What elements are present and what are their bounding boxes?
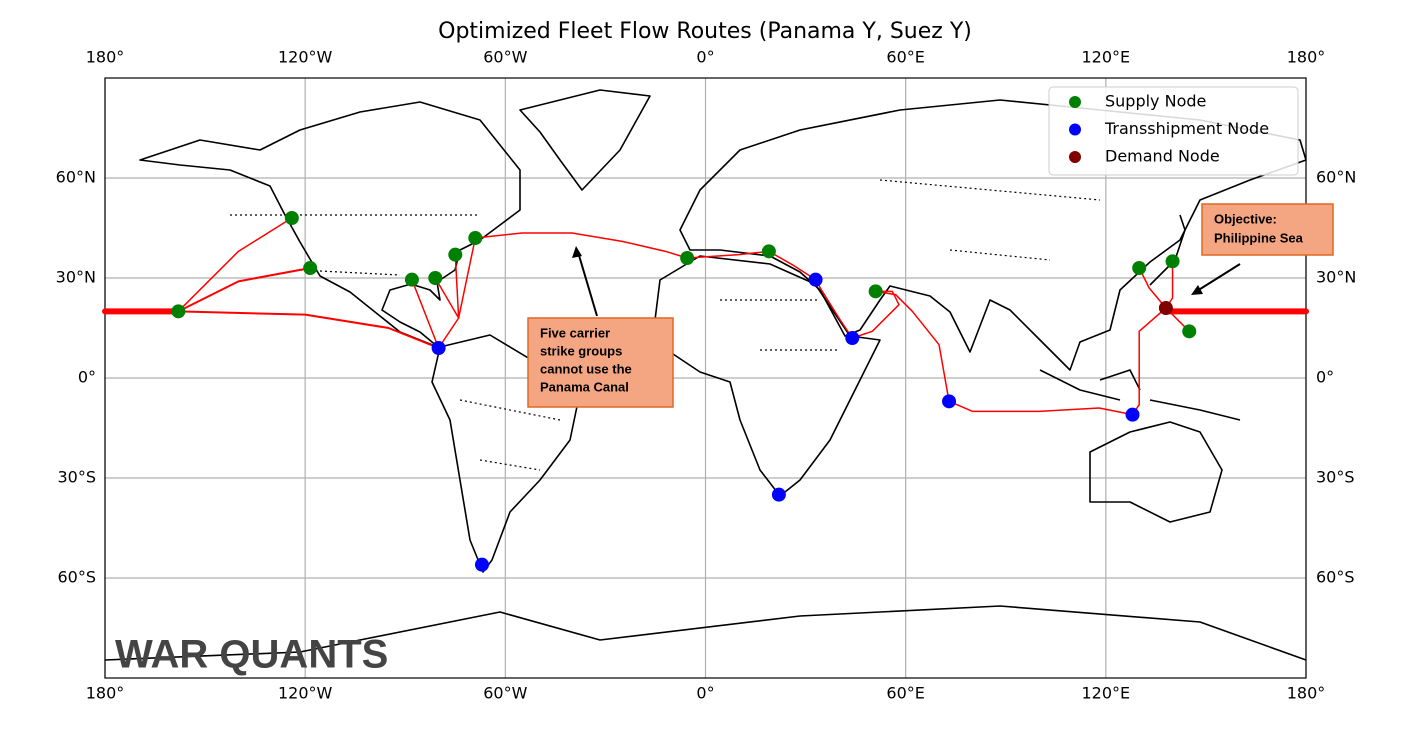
annotation-line: Philippine Sea (1214, 230, 1304, 245)
x-tick-label: 60°E (886, 48, 924, 67)
y-tick-label: 60°N (1316, 168, 1356, 187)
y-tick-label: 60°S (57, 568, 96, 587)
node (761, 244, 776, 259)
greenland (519, 89, 651, 191)
legend-marker (1069, 123, 1081, 136)
routes (102, 217, 1309, 416)
node (448, 247, 463, 262)
watermark: WAR QUANTS (115, 633, 388, 677)
route (411, 278, 440, 349)
route (1138, 267, 1167, 309)
indonesia (1039, 369, 1241, 421)
plot-frame (104, 77, 1307, 679)
x-tick-label: 180° (1287, 684, 1326, 703)
x-tick-label: 120°W (278, 684, 333, 703)
route (874, 290, 1134, 416)
annotation-box (527, 317, 674, 408)
annotation-line: Objective: (1214, 211, 1277, 226)
x-tick-label: 120°E (1082, 48, 1131, 67)
route (686, 250, 900, 339)
route (454, 253, 460, 319)
annotation-line: Five carrier (540, 325, 610, 340)
x-tick-label: 120°W (278, 48, 333, 67)
node (808, 272, 823, 287)
node (942, 394, 957, 409)
node (284, 211, 299, 225)
x-tick-label: 0° (696, 684, 714, 703)
x-tick-label: 120°E (1082, 684, 1131, 703)
node (1158, 301, 1173, 315)
annotation-arrow (1196, 263, 1241, 292)
node (1132, 261, 1147, 275)
legend-marker (1069, 96, 1081, 108)
x-tick-label: 60°E (886, 684, 924, 703)
node (1182, 324, 1197, 339)
y-tick-label: 30°S (57, 468, 96, 487)
node (868, 284, 883, 299)
legend-box (1048, 86, 1299, 176)
annotation-objective: Objective: Philippine Sea (1191, 203, 1334, 295)
japan (1149, 214, 1186, 286)
node (303, 261, 318, 275)
route (177, 217, 293, 313)
x-tick-label: 180° (86, 684, 125, 703)
legend-marker (1069, 151, 1081, 163)
y-tick-label: 0° (1316, 368, 1334, 387)
node (680, 251, 695, 265)
africa (654, 255, 881, 497)
y-tick-label: 0° (78, 368, 96, 387)
y-tick-label: 60°S (1316, 568, 1355, 587)
annotation-box (1201, 203, 1334, 256)
route (474, 232, 688, 259)
annotation-arrow (577, 251, 598, 317)
x-tick-label: 0° (696, 48, 714, 67)
legend-label: Demand Node (1105, 147, 1220, 166)
annotation-panama: Five carrier strike groups cannot use th… (527, 246, 674, 408)
route (1131, 307, 1167, 416)
x-tick-label: 180° (1287, 48, 1326, 67)
legend-label: Supply Node (1105, 92, 1206, 111)
annotation-line: Panama Canal (540, 379, 629, 394)
y-tick-label: 30°N (56, 268, 96, 287)
borders (230, 179, 1101, 471)
y-tick-label: 60°N (56, 168, 96, 187)
nodes (171, 211, 1197, 572)
annotation-line: cannot use the (540, 361, 632, 376)
node (404, 272, 419, 287)
legend: Supply Node Transshipment Node Demand Node (1048, 86, 1299, 176)
y-tick-label: 30°N (1316, 268, 1356, 287)
node (1165, 254, 1180, 269)
arrow-head (1191, 285, 1203, 295)
arrow-head (572, 246, 582, 258)
node (845, 331, 860, 345)
route (177, 267, 312, 313)
node (1125, 407, 1140, 422)
route (177, 310, 440, 349)
node (431, 341, 446, 355)
x-tick-label: 180° (86, 48, 125, 67)
antarctica (104, 605, 1307, 661)
node (474, 557, 489, 572)
node (428, 271, 443, 285)
node (171, 304, 186, 319)
chart-title: Optimized Fleet Flow Routes (Panama Y, S… (438, 19, 972, 44)
x-tick-label: 60°W (483, 684, 527, 703)
y-tick-label: 30°S (1316, 468, 1355, 487)
node (468, 231, 483, 245)
legend-label: Transshipment Node (1104, 119, 1269, 138)
node (771, 487, 786, 502)
route (457, 237, 477, 319)
annotation-line: strike groups (540, 343, 622, 358)
australia (1089, 421, 1223, 523)
x-tick-label: 60°W (483, 48, 527, 67)
legend-items: Supply Node Transshipment Node Demand Node (1069, 92, 1269, 166)
north-america (139, 101, 521, 348)
